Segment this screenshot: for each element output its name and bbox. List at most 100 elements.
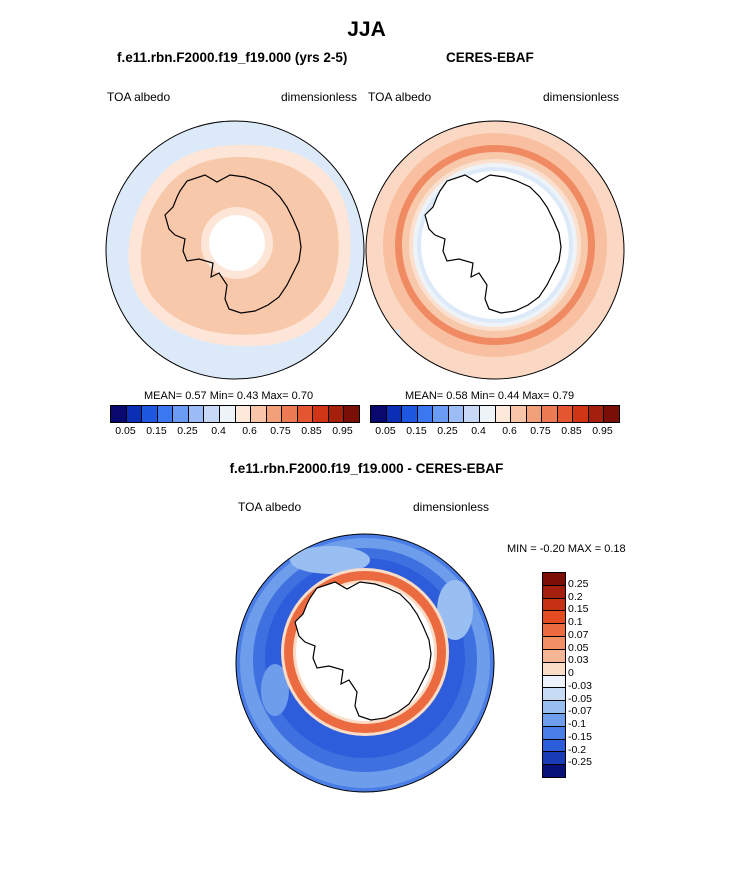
difference-colorbar-swatch: [543, 701, 565, 714]
difference-colorbar-tick-label: 0.1: [568, 616, 583, 628]
difference-colorbar-swatch: [543, 688, 565, 702]
model-colorbar-tick-label: 0.6: [242, 425, 257, 437]
difference-colorbar-swatch: [543, 598, 565, 612]
model-colorbar-tick-label: 0.95: [332, 425, 353, 437]
obs-colorbar-swatch: [433, 406, 449, 422]
obs-colorbar-swatch: [386, 406, 403, 422]
difference-units-label: dimensionless: [413, 500, 490, 514]
difference-colorbar-tick-label: -0.1: [568, 718, 587, 730]
model-colorbar-tick-label: 0.05: [115, 425, 136, 437]
model-colorbar-swatch: [344, 406, 359, 422]
model-colorbar-swatch: [297, 406, 314, 422]
obs-colorbar-tick-label: 0.4: [471, 425, 486, 437]
model-colorbar-swatch: [173, 406, 189, 422]
obs-variable-label: TOA albedo: [368, 90, 432, 104]
obs-colorbar-swatch: [526, 406, 543, 422]
difference-colorbar-swatch: [543, 637, 565, 650]
model-units-label: dimensionless: [281, 90, 358, 104]
model-colorbar-swatch: [204, 406, 220, 422]
obs-colorbar-swatch: [417, 406, 434, 422]
obs-colorbar-swatch: [495, 406, 512, 422]
obs-colorbar-swatch: [588, 406, 605, 422]
difference-colorbar-swatch: [543, 765, 565, 777]
model-colorbar-swatch: [235, 406, 252, 422]
model-colorbar-ticks: 0.05 0.15 0.25 0.4 0.6 0.75 0.85 0.95: [110, 425, 358, 439]
obs-stats: MEAN= 0.58 Min= 0.44 Max= 0.79: [405, 390, 575, 402]
obs-colorbar-tick-label: 0.25: [437, 425, 458, 437]
model-panel-title: f.e11.rbn.F2000.f19_f19.000 (yrs 2-5): [117, 50, 348, 65]
difference-colorbar-tick-label: 0.25: [568, 577, 589, 590]
obs-colorbar-swatch: [573, 406, 589, 422]
difference-colorbar: [542, 572, 566, 778]
model-stats: MEAN= 0.57 Min= 0.43 Max= 0.70: [144, 390, 314, 402]
model-colorbar-swatch: [126, 406, 143, 422]
model-variable-label: TOA albedo: [107, 90, 171, 104]
obs-colorbar-swatch: [402, 406, 418, 422]
difference-colorbar-swatch: [543, 726, 565, 740]
difference-colorbar-tick-label: -0.03: [568, 679, 592, 692]
obs-colorbar-tick-label: 0.95: [592, 425, 613, 437]
obs-colorbar-tick-label: 0.85: [561, 425, 582, 437]
difference-colorbar-ticks: 0.25 0.2 0.15 0.1 0.07 0.05 0.03 0 -0.03 -0.05 -0.…: [568, 572, 608, 776]
obs-units-label: dimensionless: [543, 90, 620, 104]
model-colorbar-swatch: [282, 406, 298, 422]
obs-colorbar-tick-label: 0.75: [530, 425, 551, 437]
difference-colorbar-tick-label: 0.05: [568, 641, 589, 654]
difference-colorbar-tick-label: 0.07: [568, 628, 589, 641]
obs-colorbar-tick-label: 0.6: [502, 425, 517, 437]
model-colorbar-swatch: [142, 406, 158, 422]
obs-colorbar-swatch: [448, 406, 465, 422]
difference-colorbar-swatch: [543, 585, 565, 599]
obs-colorbar-swatch: [371, 406, 387, 422]
model-colorbar-tick-label: 0.85: [301, 425, 322, 437]
difference-map: [235, 533, 495, 793]
model-colorbar-swatch: [266, 406, 283, 422]
difference-colorbar-swatch: [543, 649, 565, 663]
model-colorbar-swatch: [111, 406, 127, 422]
obs-colorbar-tick-label: 0.05: [375, 425, 396, 437]
model-colorbar-swatch: [328, 406, 345, 422]
obs-colorbar-swatch: [542, 406, 558, 422]
obs-map: [365, 120, 625, 380]
obs-colorbar-tick-label: 0.15: [406, 425, 427, 437]
difference-colorbar-tick-label: 0: [568, 667, 574, 679]
difference-colorbar-swatch: [543, 713, 565, 727]
model-colorbar-swatch: [251, 406, 267, 422]
obs-colorbar-swatch: [479, 406, 496, 422]
difference-colorbar-swatch: [543, 624, 565, 638]
obs-colorbar-swatch: [604, 406, 619, 422]
model-colorbar-swatch: [188, 406, 205, 422]
model-colorbar-tick-label: 0.4: [211, 425, 226, 437]
difference-colorbar-swatch: [543, 662, 565, 676]
model-colorbar: [110, 405, 360, 423]
obs-colorbar-swatch: [464, 406, 480, 422]
difference-colorbar-swatch: [543, 573, 565, 586]
difference-colorbar-tick-label: -0.15: [568, 730, 592, 743]
obs-panel-title: CERES-EBAF: [446, 50, 534, 65]
difference-stats: MIN = -0.20 MAX = 0.18: [507, 543, 626, 555]
difference-panel-title: f.e11.rbn.F2000.f19_f19.000 - CERES-EBAF: [229, 461, 504, 476]
model-colorbar-tick-label: 0.25: [177, 425, 198, 437]
difference-colorbar-swatch: [543, 611, 565, 625]
obs-colorbar-swatch: [511, 406, 527, 422]
difference-colorbar-tick-label: -0.07: [568, 705, 592, 718]
difference-colorbar-tick-label: 0.2: [568, 590, 583, 603]
page-title: JJA: [347, 18, 386, 41]
difference-colorbar-tick-label: 0.15: [568, 603, 589, 616]
model-colorbar-swatch: [157, 406, 174, 422]
obs-colorbar-swatch: [557, 406, 574, 422]
model-colorbar-tick-label: 0.15: [146, 425, 167, 437]
difference-colorbar-tick-label: -0.25: [568, 756, 592, 769]
model-map: [105, 120, 365, 380]
difference-colorbar-swatch: [543, 675, 565, 689]
difference-variable-label: TOA albedo: [238, 500, 302, 514]
obs-colorbar-ticks: 0.05 0.15 0.25 0.4 0.6 0.75 0.85 0.95: [370, 425, 618, 439]
difference-colorbar-swatch: [543, 752, 565, 766]
difference-colorbar-tick-label: -0.2: [568, 743, 587, 756]
difference-colorbar-swatch: [543, 739, 565, 753]
model-colorbar-swatch: [219, 406, 236, 422]
difference-colorbar-tick-label: 0.03: [568, 654, 589, 667]
model-colorbar-tick-label: 0.75: [270, 425, 291, 437]
model-colorbar-swatch: [313, 406, 329, 422]
